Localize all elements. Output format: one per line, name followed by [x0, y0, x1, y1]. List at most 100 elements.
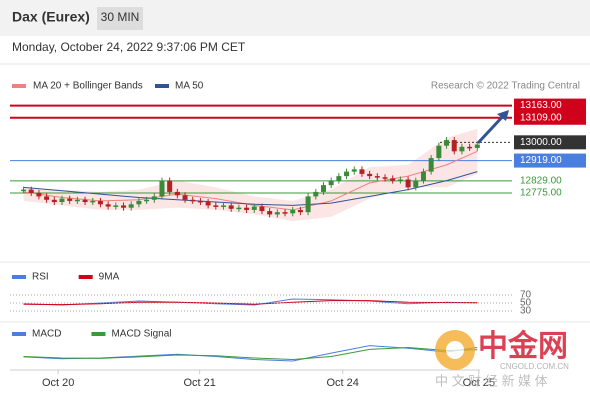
- candle: [374, 176, 380, 178]
- candle: [205, 202, 211, 206]
- watermark-slogan: 中 文 财 经 新 媒 体: [435, 373, 548, 388]
- candle: [182, 195, 188, 200]
- price-label-box: [514, 98, 586, 113]
- rsi-line: [23, 300, 478, 306]
- candle: [382, 177, 388, 179]
- candle: [290, 209, 296, 214]
- price-label-box: [514, 135, 586, 150]
- candle: [413, 180, 419, 188]
- watermark-logo: [446, 341, 464, 359]
- candle: [328, 180, 334, 186]
- candle: [74, 199, 80, 202]
- candle: [174, 191, 180, 196]
- legend-swatch: [12, 275, 26, 279]
- candle: [336, 176, 342, 181]
- forecast-arrow-head: [497, 110, 509, 121]
- candle: [151, 196, 157, 200]
- candle: [159, 180, 165, 197]
- candle: [236, 207, 242, 210]
- forecast-arrow: [476, 112, 507, 145]
- price-label-box: [514, 153, 586, 168]
- candle: [459, 146, 465, 152]
- timestamp: Monday, October 24, 2022 9:37:06 PM CET: [12, 40, 246, 54]
- candle: [397, 179, 403, 182]
- candle: [359, 169, 365, 174]
- candle: [190, 199, 196, 202]
- candle: [113, 205, 119, 207]
- legend-swatch: [91, 332, 106, 336]
- candle: [136, 200, 142, 205]
- instrument: Dax (Eurex): [12, 9, 90, 25]
- x-tick-label: Oct 25: [463, 377, 495, 389]
- watermark-site: CNGOLD.COM.CN: [500, 362, 569, 371]
- candle: [390, 178, 396, 181]
- candle: [36, 193, 42, 197]
- candle: [44, 196, 50, 200]
- candle: [105, 204, 111, 207]
- credit: Research © 2022 Trading Central: [431, 81, 580, 92]
- candle: [405, 179, 411, 188]
- x-tick-label: Oct 21: [183, 377, 215, 389]
- candle: [67, 198, 73, 201]
- legend-label: MA 50: [175, 81, 204, 92]
- candle: [167, 180, 173, 192]
- macd-line: [23, 346, 478, 361]
- x-tick-label: Oct 24: [327, 377, 359, 389]
- candle: [474, 144, 480, 148]
- timeframe[interactable]: 30 MIN: [101, 10, 140, 24]
- legend-swatch: [78, 275, 93, 279]
- candle: [121, 205, 127, 208]
- candle: [59, 198, 65, 203]
- y-tick-label: 50: [520, 298, 532, 309]
- candle: [144, 199, 150, 202]
- price-label: 13163.00: [520, 100, 562, 111]
- legend-label: MACD Signal: [111, 329, 171, 340]
- price-label: 13109.00: [520, 112, 562, 123]
- candle: [320, 185, 326, 192]
- candle: [305, 196, 311, 213]
- legend-swatch: [12, 332, 26, 336]
- candle: [351, 169, 357, 172]
- candle: [97, 200, 103, 205]
- candle: [274, 212, 280, 215]
- candle: [197, 200, 203, 203]
- legend-label: MACD: [32, 329, 61, 340]
- legend-label: RSI: [32, 272, 49, 283]
- bollinger-band: [23, 128, 478, 222]
- candle: [28, 189, 34, 194]
- candle: [297, 209, 303, 213]
- candle: [213, 205, 219, 207]
- candle: [251, 206, 257, 210]
- candle: [267, 211, 273, 215]
- candle: [282, 212, 288, 214]
- watermark-brand: 中金网: [478, 329, 568, 363]
- candle: [90, 200, 96, 203]
- candle: [82, 199, 88, 203]
- y-tick-label: 30: [520, 306, 532, 317]
- candle: [344, 171, 350, 177]
- y-tick-label: 70: [520, 290, 532, 301]
- legend-swatch: [155, 84, 169, 88]
- candle: [451, 140, 457, 152]
- legend-swatch: [12, 84, 26, 88]
- candle: [221, 205, 227, 207]
- candle: [367, 173, 373, 177]
- candle: [228, 205, 234, 209]
- legend-label: 9MA: [99, 272, 120, 283]
- timeframe-box[interactable]: [97, 7, 143, 30]
- candle: [420, 171, 426, 181]
- price-label: 12829.00: [520, 175, 562, 186]
- candle: [128, 204, 134, 208]
- x-tick-label: Oct 20: [42, 377, 74, 389]
- price-label-box: [514, 110, 586, 125]
- watermark: 中金网 CNGOLD.COM.CN 中 文 财 经 新 媒 体: [435, 329, 569, 388]
- candle: [428, 158, 434, 172]
- candle: [51, 199, 57, 203]
- price-label: 12775.00: [520, 188, 562, 199]
- price-label: 12919.00: [520, 155, 562, 166]
- candle: [244, 207, 250, 210]
- legend-label: MA 20 + Bollinger Bands: [33, 81, 143, 92]
- candle: [259, 206, 265, 212]
- price-label: 13000.00: [520, 137, 562, 148]
